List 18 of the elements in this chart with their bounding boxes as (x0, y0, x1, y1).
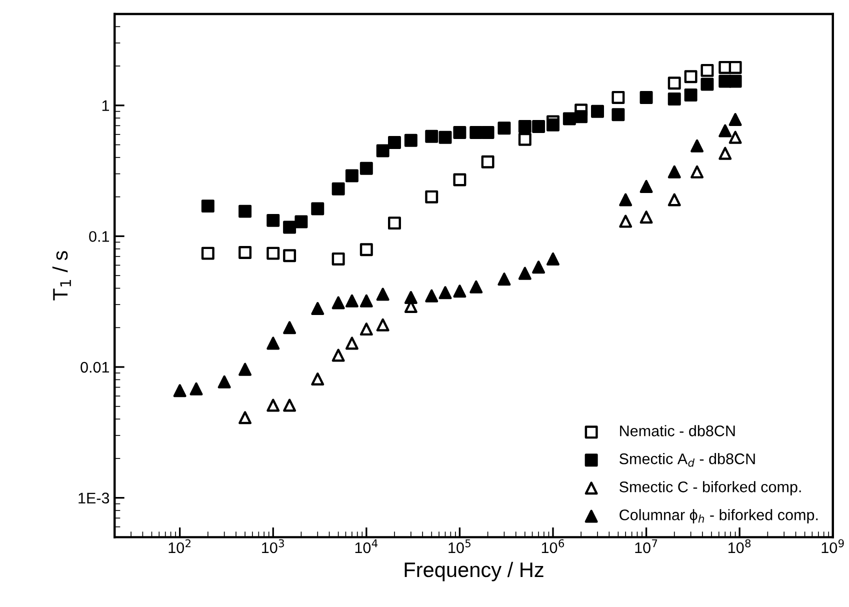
legend-label: Smectic C - biforked comp. (620, 481, 801, 496)
x-tick-label: 10$^{4}$ (355, 539, 378, 554)
y-tick-label: 0.01 (80, 362, 110, 373)
x-tick-label: 10$^{7}$ (635, 539, 658, 554)
legend-label: Smectic A$_{d}$ - db8CN (620, 453, 755, 467)
y-tick-label: 0.1 (89, 231, 110, 242)
y-tick-label: 1E-3 (78, 492, 110, 504)
legend-label: Columnar ϕ$_{h}$ - biforked comp. (620, 509, 818, 524)
x-tick-label: 10$^{6}$ (542, 539, 564, 554)
y-axis-title: T$_{1}$ / s (52, 251, 71, 300)
x-tick-label: 10$^{2}$ (168, 539, 190, 554)
x-tick-label: 10$^{8}$ (728, 539, 751, 554)
legend-label: Nematic - db8CN (620, 425, 735, 436)
x-tick-label: 10$^{5}$ (448, 539, 470, 554)
x-tick-label: 10$^{3}$ (262, 539, 284, 554)
y-tick-label: 1 (102, 100, 110, 111)
x-axis-title: Frequency / Hz (404, 562, 544, 582)
x-tick-label: 10$^{9}$ (822, 539, 844, 554)
